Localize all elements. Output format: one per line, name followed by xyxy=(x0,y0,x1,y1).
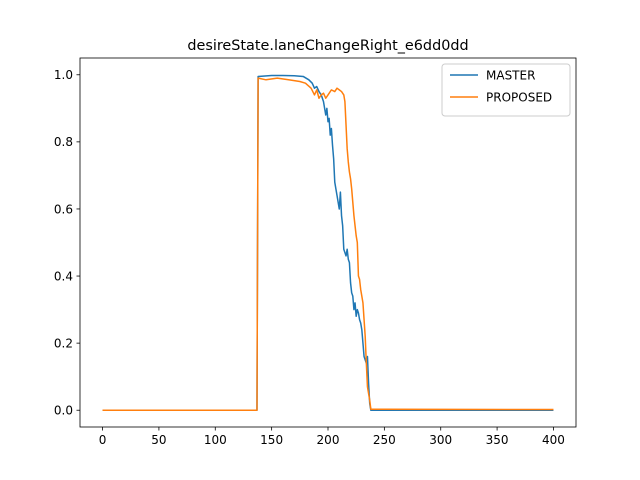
legend-label: PROPOSED xyxy=(486,90,552,104)
x-tick-label: 350 xyxy=(486,433,509,447)
x-tick-label: 250 xyxy=(373,433,396,447)
series-line-proposed xyxy=(102,77,554,411)
plot-area xyxy=(102,74,554,411)
x-tick-label: 0 xyxy=(99,433,107,447)
x-tick-label: 200 xyxy=(317,433,340,447)
x-tick-label: 300 xyxy=(429,433,452,447)
x-axis: 0 50 100 150 200 250 300 350 400 xyxy=(99,427,565,447)
y-axis: 0.0 0.2 0.4 0.6 0.8 1.0 xyxy=(54,68,80,418)
legend-box xyxy=(441,63,571,117)
y-tick-label: 1.0 xyxy=(54,68,73,82)
x-tick-label: 100 xyxy=(204,433,227,447)
y-tick-label: 0.0 xyxy=(54,404,73,418)
y-tick-label: 0.6 xyxy=(54,202,73,216)
x-tick-label: 50 xyxy=(151,433,166,447)
chart-title: desireState.laneChangeRight_e6dd0dd xyxy=(187,38,468,54)
legend: MASTER PROPOSED xyxy=(441,63,571,117)
legend-label: MASTER xyxy=(486,68,535,82)
y-tick-label: 0.8 xyxy=(54,135,73,149)
y-tick-label: 0.4 xyxy=(54,269,73,283)
x-tick-label: 150 xyxy=(260,433,283,447)
series-line-master xyxy=(102,74,554,411)
y-tick-label: 0.2 xyxy=(54,336,73,350)
x-tick-label: 400 xyxy=(542,433,565,447)
